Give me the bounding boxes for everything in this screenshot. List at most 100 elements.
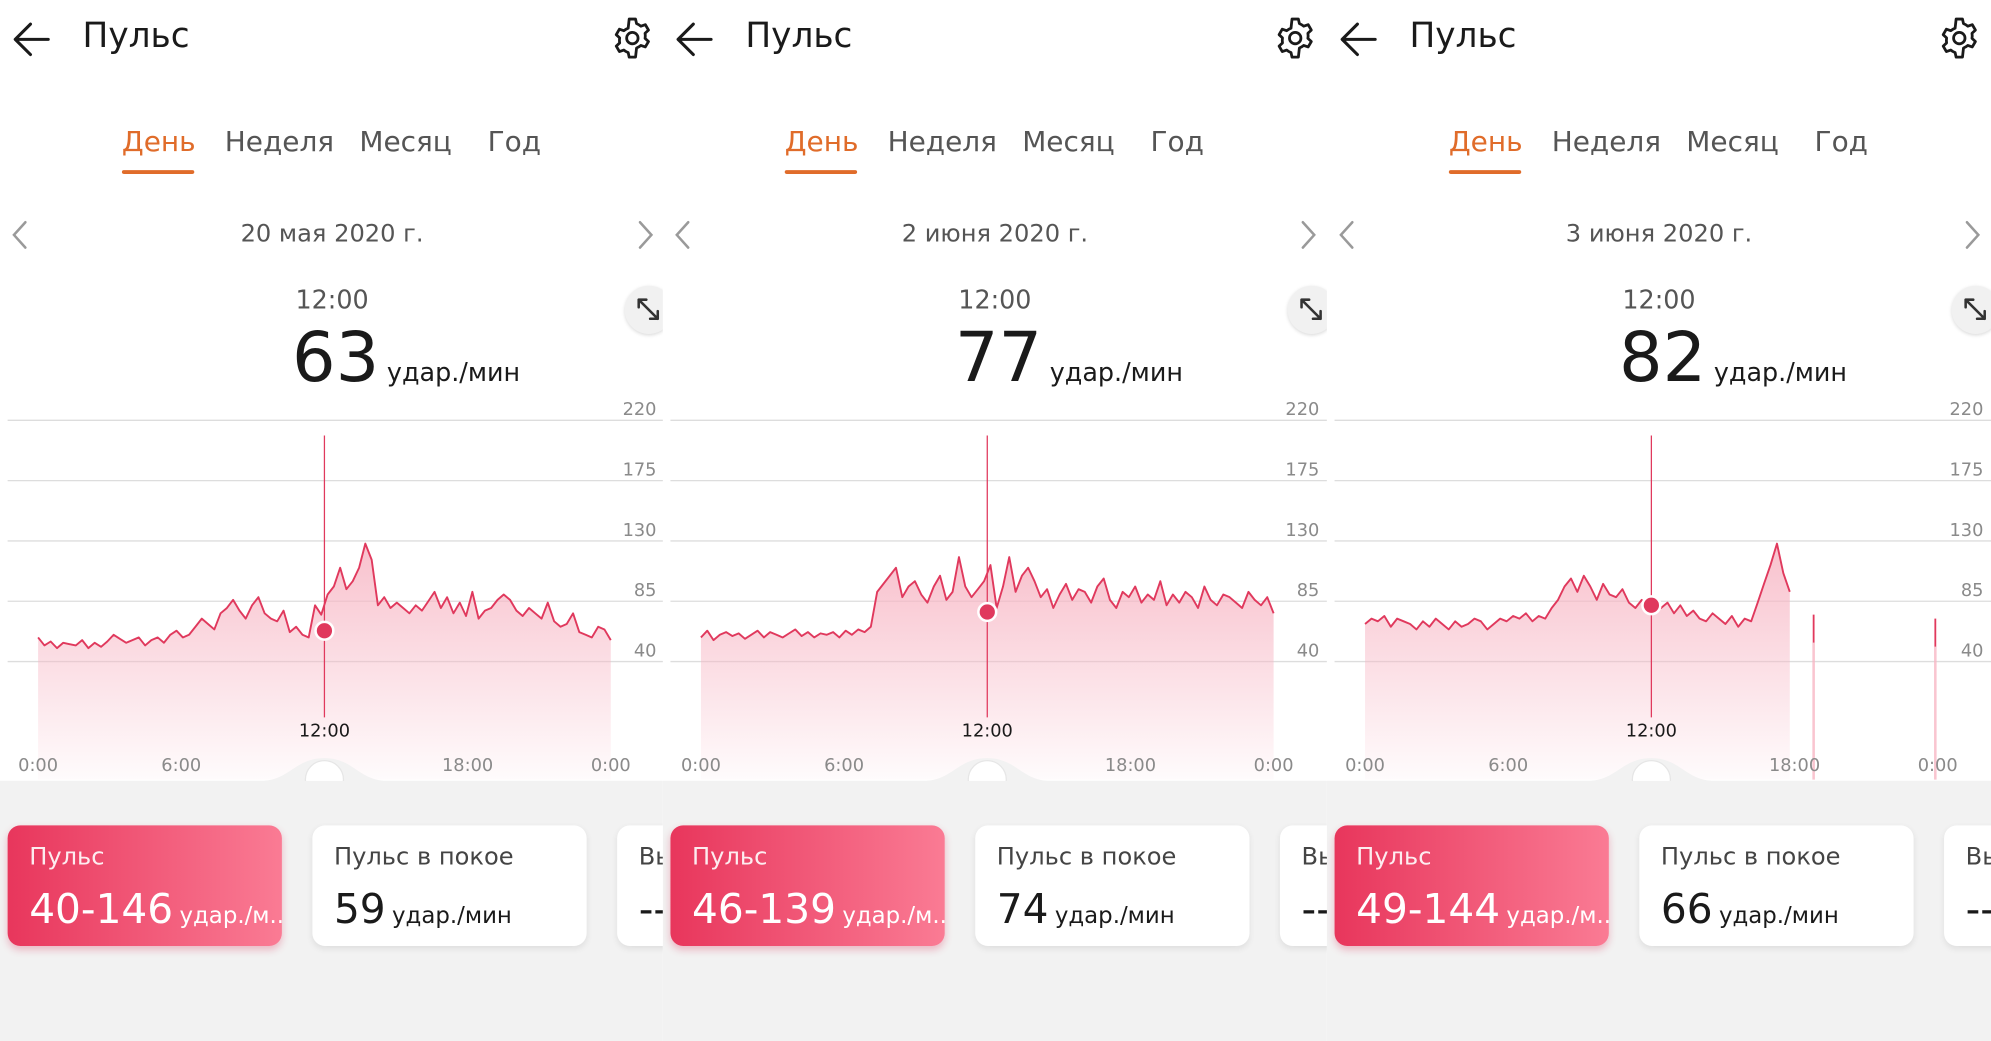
- bpm-unit: удар./мин: [1713, 356, 1848, 388]
- cursor-time-label: 12:00: [299, 721, 350, 741]
- series-line: [1364, 542, 1791, 631]
- current-bpm: 82 удар./мин: [1619, 317, 1847, 397]
- tab-active-indicator: [1448, 170, 1522, 174]
- cursor-time-label: 12:00: [1626, 721, 1677, 741]
- x-tick-label: 18:00: [442, 756, 493, 776]
- date-label: 3 июня 2020 г.: [1565, 219, 1753, 248]
- expand-arrows-icon: [1300, 298, 1322, 320]
- expand-arrows-icon: [637, 298, 660, 320]
- y-tick-label: 220: [623, 400, 657, 420]
- x-tick-label: 6:00: [161, 756, 201, 776]
- card-label: Пульс: [1356, 843, 1432, 872]
- tab-year[interactable]: Год: [1150, 126, 1204, 159]
- resting-pulse-value: 66: [1660, 885, 1713, 934]
- x-tick-label: 6:00: [824, 756, 864, 776]
- bpm-value: 82: [1618, 317, 1707, 398]
- y-tick-label: 130: [623, 521, 657, 541]
- bpm-value: 63: [292, 317, 380, 398]
- expand-chart-button[interactable]: [1951, 285, 1991, 334]
- resting-pulse-value: 74: [996, 885, 1049, 934]
- tab-day[interactable]: День: [121, 126, 196, 159]
- selected-time: 12:00: [958, 284, 1032, 315]
- settings-gear-icon[interactable]: [1272, 15, 1318, 61]
- chevron-right-icon[interactable]: [632, 218, 657, 251]
- tab-week[interactable]: Неделя: [887, 126, 997, 159]
- y-tick-label: 220: [1285, 400, 1319, 420]
- page-title: Пульс: [745, 16, 853, 56]
- chevron-left-icon[interactable]: [1335, 218, 1360, 251]
- x-tick-label: 18:00: [1105, 756, 1156, 776]
- page-title: Пульс: [82, 16, 190, 56]
- x-tick-label: 0:00: [1254, 756, 1294, 776]
- cursor-time-label: 12:00: [962, 721, 1013, 741]
- card-label: Пульс в покое: [333, 843, 514, 872]
- tab-month[interactable]: Месяц: [1022, 126, 1115, 159]
- tab-month[interactable]: Месяц: [359, 126, 452, 159]
- tab-day[interactable]: День: [784, 126, 859, 159]
- y-tick-label: 220: [1950, 400, 1984, 420]
- tab-week[interactable]: Неделя: [224, 126, 335, 159]
- card-label: Вы: [1301, 843, 1327, 872]
- current-bpm: 77 удар./мин: [955, 317, 1183, 397]
- heart-rate-chart[interactable]: 40 85 130 175 220 12:00 0:00 6:00 18:00 0:00: [0, 400, 665, 800]
- current-bpm: 63 удар./мин: [292, 317, 520, 397]
- expand-chart-button[interactable]: [624, 285, 665, 334]
- y-tick-label: 85: [1961, 581, 1984, 601]
- tab-week[interactable]: Неделя: [1551, 126, 1662, 159]
- y-tick-label: 175: [1285, 461, 1319, 481]
- pulse-range-card[interactable]: Пульс 49-144 удар./м..: [1334, 825, 1609, 947]
- third-card-partial[interactable]: Вы --: [1944, 825, 1991, 947]
- third-card-value: --: [1301, 885, 1327, 934]
- back-arrow-icon[interactable]: [10, 18, 53, 61]
- chevron-right-icon[interactable]: [1295, 218, 1320, 251]
- tab-day[interactable]: День: [1448, 126, 1523, 159]
- x-tick-label: 0:00: [1918, 756, 1958, 776]
- y-tick-label: 175: [1950, 461, 1984, 481]
- pulse-range-value: 46-139: [692, 885, 836, 934]
- card-label: Пульс в покое: [1660, 843, 1841, 872]
- card-label: Пульс: [29, 843, 105, 872]
- card-label: Пульс в покое: [996, 843, 1177, 872]
- x-tick-label: 6:00: [1488, 756, 1528, 776]
- date-label: 2 июня 2020 г.: [901, 219, 1089, 248]
- resting-pulse-value: 59: [333, 885, 386, 934]
- third-card-partial[interactable]: Вы --: [1279, 825, 1327, 947]
- cursor-point[interactable]: [314, 620, 335, 641]
- expand-chart-button[interactable]: [1287, 285, 1327, 334]
- cursor-point[interactable]: [977, 601, 998, 623]
- chevron-right-icon[interactable]: [1959, 218, 1984, 251]
- settings-gear-icon[interactable]: [610, 15, 656, 61]
- back-arrow-icon[interactable]: [673, 18, 716, 61]
- back-arrow-icon[interactable]: [1337, 18, 1380, 61]
- x-tick-label: 0:00: [591, 756, 631, 776]
- pulse-screen-2: Пульс День Неделя Месяц Год 2 июня 2020 …: [662, 0, 1327, 1041]
- chevron-left-icon[interactable]: [8, 218, 33, 251]
- resting-pulse-card[interactable]: Пульс в покое 74 удар./мин: [975, 825, 1250, 947]
- pulse-range-unit: удар./м..: [179, 902, 282, 930]
- settings-gear-icon[interactable]: [1936, 15, 1982, 61]
- selected-time: 12:00: [295, 284, 369, 315]
- tab-month[interactable]: Месяц: [1686, 126, 1779, 159]
- y-tick-label: 130: [1950, 521, 1984, 541]
- pulse-range-card[interactable]: Пульс 40-146 удар./м..: [7, 825, 282, 947]
- tab-active-indicator: [121, 170, 195, 174]
- chevron-left-icon[interactable]: [670, 218, 695, 251]
- expand-arrows-icon: [1964, 298, 1986, 320]
- tab-year[interactable]: Год: [487, 126, 542, 159]
- y-tick-label: 175: [623, 461, 657, 481]
- pulse-range-card[interactable]: Пульс 46-139 удар./м..: [670, 825, 945, 947]
- heart-rate-chart[interactable]: 40 85 130 175 220 12:00 0:00 6:00 18:00 0:00: [662, 400, 1327, 800]
- heart-rate-chart[interactable]: 40 85 130 175 220 12:00 0:00 6:00 18:00 0:00: [1326, 400, 1991, 800]
- resting-pulse-unit: удар./мин: [1054, 902, 1175, 930]
- third-card-value: --: [638, 885, 664, 934]
- bpm-value: 77: [954, 317, 1043, 398]
- page-title: Пульс: [1409, 16, 1517, 56]
- pulse-range-unit: удар./м..: [842, 902, 945, 930]
- resting-pulse-card[interactable]: Пульс в покое 66 удар./мин: [1639, 825, 1914, 947]
- cursor-point[interactable]: [1641, 595, 1662, 616]
- bpm-unit: удар./мин: [1049, 356, 1183, 388]
- x-tick-label: 0:00: [18, 756, 58, 776]
- third-card-partial[interactable]: Вы --: [617, 825, 665, 947]
- resting-pulse-card[interactable]: Пульс в покое 59 удар./мин: [312, 825, 587, 947]
- tab-year[interactable]: Год: [1814, 126, 1868, 159]
